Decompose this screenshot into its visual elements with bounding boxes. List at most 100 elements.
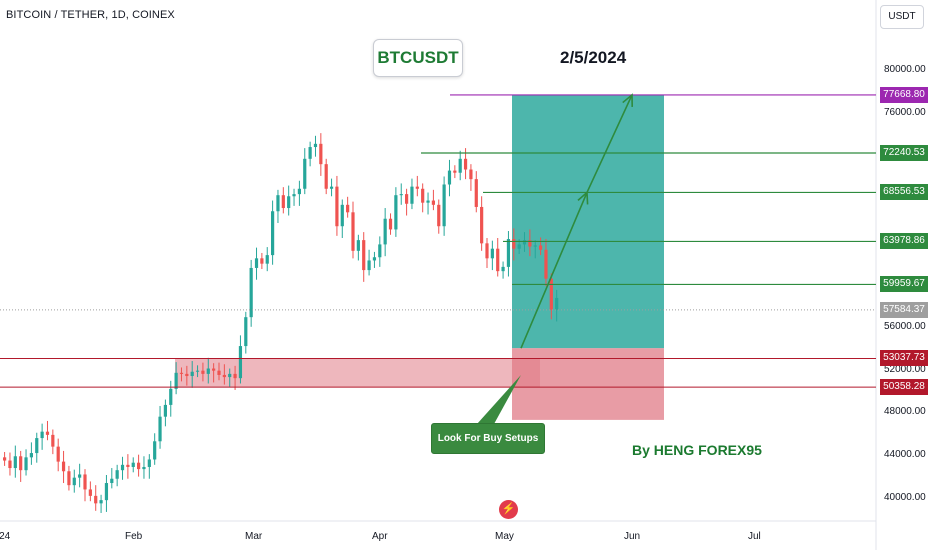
candle-body — [324, 164, 328, 189]
candle-body — [217, 370, 221, 375]
candle-body — [485, 243, 489, 259]
candle-body — [169, 388, 173, 405]
x-tick-label: Feb — [125, 531, 143, 542]
price-tag: 77668.80 — [880, 86, 928, 103]
candle-body — [480, 206, 484, 244]
candle-body — [88, 489, 92, 496]
candle-body — [265, 255, 269, 264]
date-label: 2/5/2024 — [560, 48, 627, 67]
candle-body — [115, 470, 119, 479]
candle-body — [137, 462, 141, 470]
candle-body — [228, 373, 232, 378]
candle-body — [356, 240, 360, 251]
candle-body — [340, 204, 344, 227]
candle-body — [394, 195, 398, 230]
candle-body — [496, 248, 500, 272]
candle-body — [474, 179, 478, 207]
candle-body — [24, 457, 28, 471]
candle-body — [195, 370, 200, 372]
candle-body — [244, 317, 248, 347]
x-tick-label: 2024 — [0, 531, 11, 542]
candle-body — [56, 446, 60, 462]
candle-body — [153, 441, 157, 460]
candle-body — [297, 188, 301, 195]
candle-body — [528, 240, 532, 247]
candle-body — [506, 239, 511, 267]
candle-body — [19, 456, 23, 471]
profit-zone — [512, 94, 664, 349]
author-label: By HENG FOREX95 — [632, 442, 762, 458]
candle-body — [421, 188, 425, 203]
candle-body — [222, 374, 226, 378]
y-tick-label: 76000.00 — [884, 106, 926, 118]
candle-body — [335, 186, 339, 227]
flash-icon[interactable]: ⚡ — [499, 500, 518, 519]
candle-body — [174, 372, 178, 389]
candle-body — [539, 245, 543, 250]
candle-body — [469, 169, 473, 180]
candle-body — [437, 204, 441, 227]
candle-body — [163, 404, 167, 417]
candle-body — [94, 495, 98, 504]
candle-body — [40, 431, 44, 439]
candle-body — [29, 453, 33, 458]
candle-body — [453, 170, 457, 173]
candle-body — [120, 464, 125, 471]
candle-body — [308, 147, 312, 159]
candle-body — [13, 456, 17, 469]
price-tag: 63978.86 — [880, 233, 928, 250]
candle-body — [35, 438, 39, 454]
candle-body — [431, 200, 435, 205]
x-tick-label: Jul — [748, 531, 761, 542]
candle-body — [260, 258, 264, 264]
projection-arrowhead — [622, 93, 634, 107]
candle-body — [3, 457, 7, 461]
candle-body — [533, 245, 537, 247]
candle-body — [158, 416, 162, 442]
candle-body — [517, 244, 521, 249]
candle-body — [72, 477, 76, 486]
price-tag: 53037.73 — [880, 350, 928, 367]
candle-body — [415, 186, 419, 189]
candle-body — [501, 266, 505, 272]
demand-zone — [175, 358, 540, 388]
candle-body — [51, 434, 55, 447]
candle-body — [555, 297, 559, 310]
candle-body — [549, 278, 553, 310]
symbol-label: BTCUSDT — [373, 39, 463, 77]
candle-body — [426, 200, 430, 203]
price-tag: 68556.53 — [880, 184, 928, 201]
x-tick-label: May — [495, 531, 514, 542]
candle-body — [78, 474, 82, 478]
candle-body — [185, 373, 189, 377]
y-tick-label: 52000.00 — [884, 363, 926, 375]
candle-body — [190, 371, 194, 377]
candle-body — [142, 466, 146, 470]
candle-body — [490, 248, 494, 259]
candle-body — [287, 196, 291, 209]
price-tag: 72240.53 — [880, 145, 928, 162]
candle-body — [271, 211, 275, 256]
candle-body — [383, 218, 387, 245]
price-tag: 57584.37 — [880, 301, 928, 318]
price-tag: 50358.28 — [880, 379, 928, 396]
candle-body — [110, 478, 114, 484]
candle-body — [212, 368, 216, 371]
candle-body — [329, 186, 334, 189]
candle-body — [249, 267, 253, 318]
chart-title: BITCOIN / TETHER, 1D, COINEX — [6, 9, 175, 21]
y-tick-label: 40000.00 — [884, 492, 926, 503]
candle-body — [147, 459, 151, 467]
candle-body — [512, 239, 516, 249]
candle-body — [131, 462, 135, 467]
candle-body — [442, 184, 446, 227]
candle-body — [67, 471, 71, 486]
currency-button[interactable]: USDT — [880, 5, 924, 29]
candle-body — [522, 240, 527, 245]
candle-body — [126, 464, 130, 467]
callout-pointer — [477, 375, 521, 424]
candle-body — [61, 461, 66, 472]
candle-body — [303, 158, 307, 189]
price-tag: 59959.67 — [880, 276, 928, 293]
